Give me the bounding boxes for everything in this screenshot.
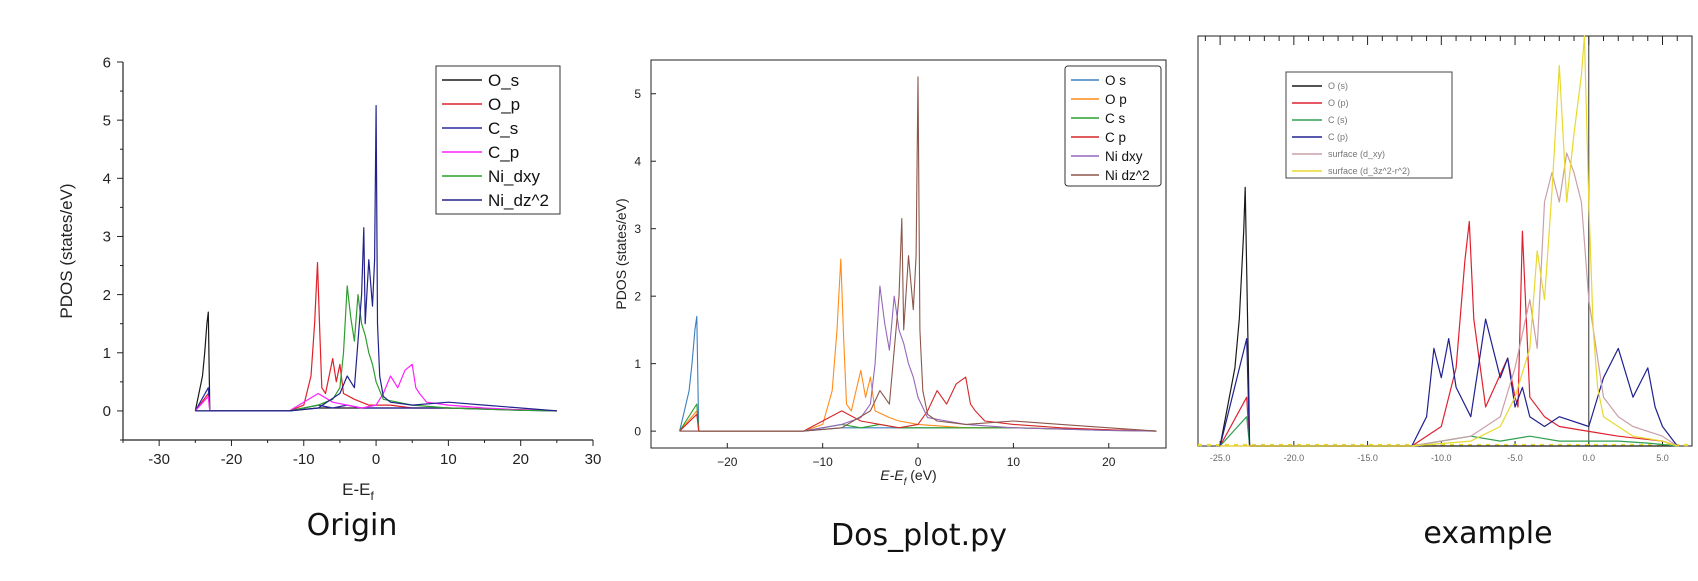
y-tick-label: 5 [634,87,641,101]
series-line-3 [1219,318,1678,447]
series-line-1 [1219,220,1678,447]
y-tick-label: 2 [634,289,641,303]
series-line-5 [679,76,1157,432]
series-line-4 [195,285,557,412]
legend: O s O p C s C p Ni dxy Ni dz^2 [1064,65,1162,187]
x-tick-label: -20.0 [1284,453,1305,463]
legend: O_s O_p C_s C_p Ni_dxy Ni_dz^2 [435,65,561,215]
series-line-2 [194,387,557,412]
legend: O (s) O (p) C (s) C (p) surface (d_xy)surfac… [1285,71,1453,179]
series-line-5 [195,104,557,412]
legend-label-0: O_s [488,71,519,90]
series-line-3 [194,363,557,412]
plot-frame [650,59,1167,449]
legend-label-2: C s [1105,111,1126,126]
x-tick-label: -5.0 [1507,453,1523,463]
x-axis-label: E-Ef (eV) [880,467,936,488]
legend-label-3: C (p) [1328,132,1348,142]
legend-label-1: O p [1105,92,1127,107]
y-tick-label: 6 [103,54,111,71]
x-tick-label: 0 [915,455,922,469]
legend-label-5: surface (d_3z^2-r^2) [1328,166,1410,176]
y-tick-label: 3 [634,222,641,236]
x-tick-label: 30 [585,451,602,468]
y-tick-label: 3 [103,229,111,246]
legend-label-4: Ni dxy [1105,149,1143,164]
y-tick-label: 1 [103,345,111,362]
legend-box [1285,71,1453,179]
chart-panel-1: 0 1 2 3 4 5 −20 −10 0 10 20 PDOS (states/eV) E-Ef (e… [613,59,1167,488]
y-tick-label: 5 [103,112,111,129]
chart-panel-0: 0 1 2 3 4 5 6 -30 -20 -10 0 10 20 30 PDOS (states/eV) E… [57,54,601,503]
legend-label-3: C p [1105,130,1126,145]
series-line-0 [194,311,557,412]
x-tick-label: -30 [148,451,170,468]
y-axis-label: PDOS (states/eV) [57,183,76,318]
y-tick-label: 4 [103,171,111,188]
y-tick-label: 1 [634,357,641,371]
x-tick-label: -10 [293,451,315,468]
series-line-3 [679,376,1157,432]
series-line-0 [679,315,1157,432]
series-line-2 [679,403,1157,432]
legend-box [435,65,561,215]
x-tick-label: 5.0 [1656,453,1669,463]
legend-label-4: surface (d_xy) [1328,149,1385,159]
y-axis-label: PDOS (states/eV) [613,198,629,309]
x-tick-label: -15.0 [1357,453,1378,463]
x-tick-label: 10 [1007,455,1021,469]
legend-label-2: C (s) [1328,115,1348,125]
legend-label-2: C_s [488,119,518,138]
legend-label-0: O s [1105,73,1126,88]
series-line-1 [679,258,1157,432]
x-tick-label: -10.0 [1431,453,1452,463]
x-tick-label: −10 [812,455,833,469]
series-line-5 [1220,35,1678,447]
x-tick-label: 20 [1102,455,1116,469]
legend-label-5: Ni_dz^2 [488,191,549,210]
x-axis-label: E-Ef [342,480,374,503]
series-line-4 [679,285,1157,432]
x-tick-label: 10 [440,451,457,468]
x-tick-label: -20 [221,451,243,468]
x-tick-label: −20 [717,455,738,469]
legend-label-0: O (s) [1328,81,1348,91]
chart-panel-2: -25.0 -20.0 -15.0 -10.0 -5.0 0.0 5.0 O (s) O (p)… [1197,35,1693,463]
legend-label-1: O_p [488,95,520,114]
y-tick-label: 2 [103,287,111,304]
legend-label-3: C_p [488,143,519,162]
x-tick-label: -25.0 [1210,453,1231,463]
caption-dosplot: Dos_plot.py [831,518,1007,553]
series-line-1 [194,262,557,412]
caption-origin: Origin [306,508,398,543]
series-line-4 [1220,152,1678,447]
caption-example: example [1423,516,1553,551]
y-tick-label: 0 [103,403,111,420]
x-tick-label: 0 [372,451,380,468]
y-tick-label: 0 [634,424,641,438]
x-tick-label: 20 [512,451,529,468]
x-tick-label: 0.0 [1583,453,1596,463]
y-tick-label: 4 [634,154,641,168]
legend-label-4: Ni_dxy [488,167,540,186]
legend-label-1: O (p) [1328,98,1349,108]
series-line-2 [1219,416,1678,447]
series-line-0 [1219,186,1678,447]
legend-label-5: Ni dz^2 [1105,168,1150,183]
